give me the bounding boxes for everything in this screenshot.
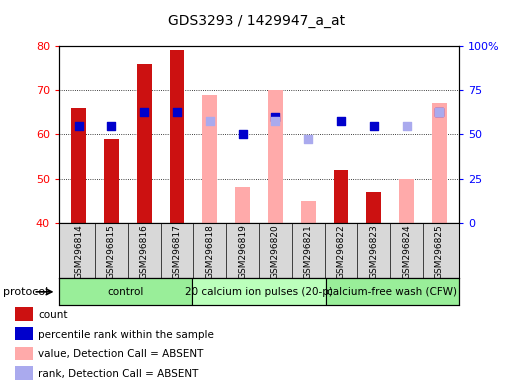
Bar <box>15 307 33 321</box>
Text: percentile rank within the sample: percentile rank within the sample <box>38 330 214 340</box>
Text: GSM296822: GSM296822 <box>337 224 346 279</box>
Point <box>403 122 411 129</box>
Bar <box>366 192 381 223</box>
Bar <box>399 179 414 223</box>
Text: GSM296820: GSM296820 <box>271 224 280 279</box>
Point <box>107 122 115 129</box>
Text: GSM296821: GSM296821 <box>304 224 313 279</box>
Bar <box>71 108 86 223</box>
Point <box>370 122 378 129</box>
Bar <box>15 327 33 340</box>
Point <box>436 109 444 115</box>
Bar <box>301 200 315 223</box>
Bar <box>170 50 185 223</box>
Bar <box>326 278 459 305</box>
Bar <box>15 366 33 380</box>
Point <box>271 118 280 124</box>
Text: GSM296817: GSM296817 <box>172 224 182 279</box>
Text: GSM296824: GSM296824 <box>402 224 411 279</box>
Bar <box>104 139 119 223</box>
Text: protocol: protocol <box>3 287 48 297</box>
Text: GSM296814: GSM296814 <box>74 224 83 279</box>
Bar <box>192 278 326 305</box>
Text: calcium-free wash (CFW): calcium-free wash (CFW) <box>327 287 458 297</box>
Point <box>304 136 312 142</box>
Bar <box>203 94 217 223</box>
Text: control: control <box>108 287 144 297</box>
Bar <box>137 64 152 223</box>
Text: GSM296823: GSM296823 <box>369 224 379 279</box>
Text: GSM296819: GSM296819 <box>238 224 247 279</box>
Text: GSM296818: GSM296818 <box>205 224 214 279</box>
Bar <box>235 187 250 223</box>
Text: count: count <box>38 310 68 320</box>
Point <box>239 131 247 137</box>
Point <box>436 109 444 115</box>
Text: GSM296816: GSM296816 <box>140 224 149 279</box>
Text: rank, Detection Call = ABSENT: rank, Detection Call = ABSENT <box>38 369 199 379</box>
Point <box>173 109 181 115</box>
Text: GSM296825: GSM296825 <box>435 224 444 279</box>
Point <box>206 118 214 124</box>
Point <box>337 118 345 124</box>
Bar <box>59 278 192 305</box>
Text: GDS3293 / 1429947_a_at: GDS3293 / 1429947_a_at <box>168 14 345 28</box>
Text: 20 calcium ion pulses (20-p): 20 calcium ion pulses (20-p) <box>185 287 333 297</box>
Bar <box>15 347 33 360</box>
Bar <box>333 170 348 223</box>
Bar <box>432 104 447 223</box>
Bar <box>268 90 283 223</box>
Point <box>271 114 280 120</box>
Text: value, Detection Call = ABSENT: value, Detection Call = ABSENT <box>38 349 204 359</box>
Point <box>74 122 83 129</box>
Point <box>140 109 148 115</box>
Text: GSM296815: GSM296815 <box>107 224 116 279</box>
